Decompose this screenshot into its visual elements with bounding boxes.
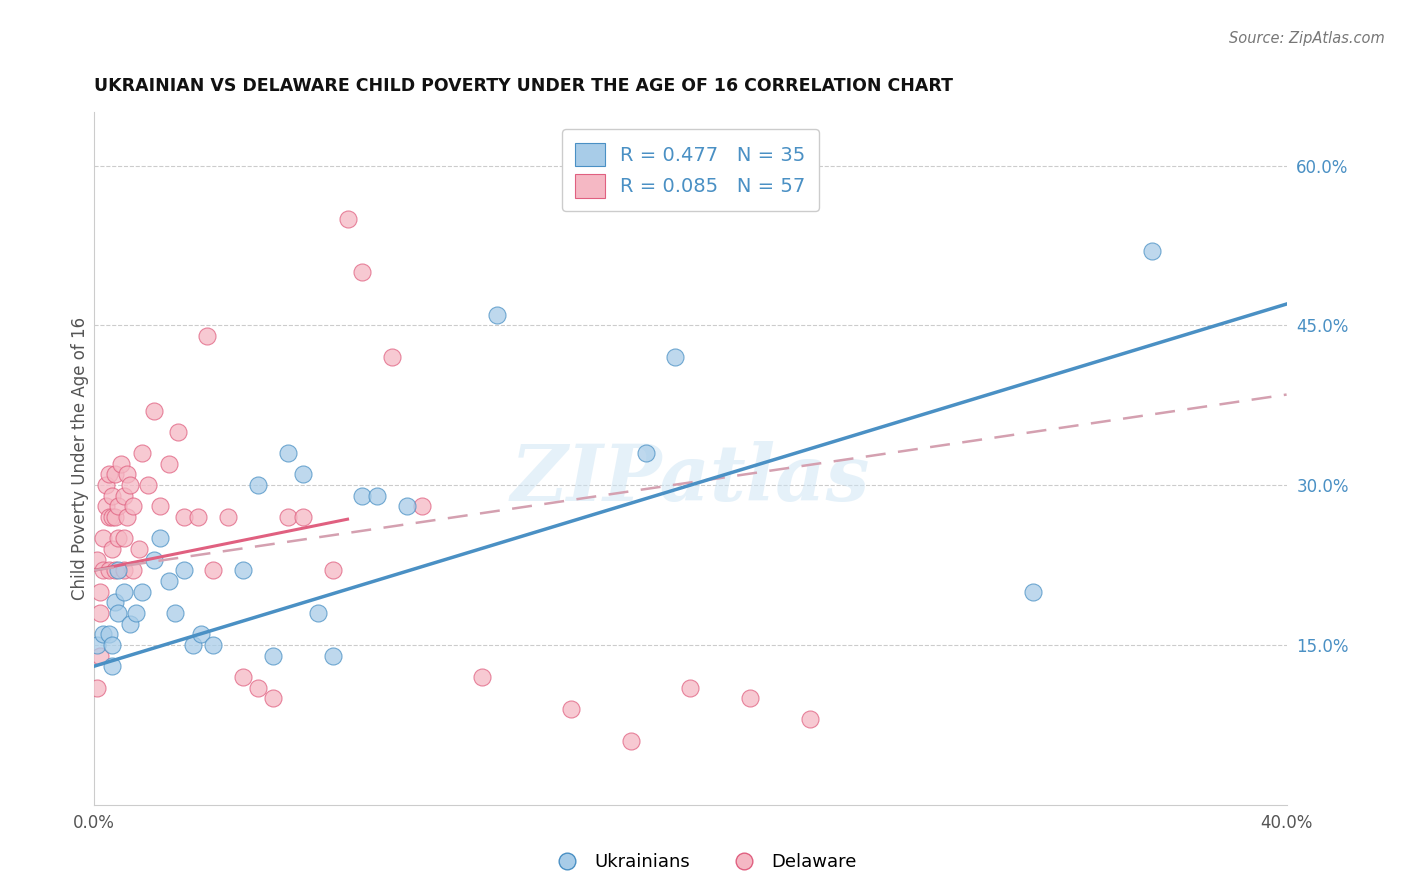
Ukrainians [149, 532, 172, 546]
Text: Source: ZipAtlas.com: Source: ZipAtlas.com [1229, 31, 1385, 46]
Delaware [232, 670, 254, 684]
Delaware [352, 265, 374, 279]
Delaware [122, 500, 145, 514]
Delaware [738, 691, 761, 706]
Delaware [98, 510, 121, 524]
Delaware [91, 532, 114, 546]
Ukrainians [181, 638, 204, 652]
Ukrainians [664, 351, 686, 365]
Ukrainians [202, 638, 225, 652]
Delaware [89, 648, 111, 663]
Ukrainians [173, 563, 195, 577]
Ukrainians [262, 648, 284, 663]
Delaware [101, 541, 124, 556]
Delaware [336, 211, 359, 226]
Ukrainians [91, 627, 114, 641]
Delaware [187, 510, 209, 524]
Ukrainians [125, 606, 148, 620]
Ukrainians [291, 467, 314, 482]
Delaware [89, 606, 111, 620]
Delaware [277, 510, 299, 524]
Ukrainians [107, 606, 129, 620]
Ukrainians [322, 648, 344, 663]
Delaware [620, 733, 643, 747]
Delaware [86, 681, 108, 695]
Delaware [110, 457, 132, 471]
Ukrainians [101, 659, 124, 673]
Text: ZIPatlas: ZIPatlas [510, 441, 870, 517]
Delaware [471, 670, 494, 684]
Ukrainians [157, 574, 180, 588]
Ukrainians [307, 606, 329, 620]
Delaware [89, 584, 111, 599]
Ukrainians [101, 638, 124, 652]
Delaware [107, 532, 129, 546]
Ukrainians [142, 552, 165, 566]
Delaware [98, 563, 121, 577]
Ukrainians [190, 627, 212, 641]
Delaware [173, 510, 195, 524]
Delaware [101, 489, 124, 503]
Ukrainians [107, 563, 129, 577]
Ukrainians [118, 616, 141, 631]
Delaware [112, 532, 135, 546]
Ukrainians [232, 563, 254, 577]
Text: UKRAINIAN VS DELAWARE CHILD POVERTY UNDER THE AGE OF 16 CORRELATION CHART: UKRAINIAN VS DELAWARE CHILD POVERTY UNDE… [94, 78, 953, 95]
Ukrainians [86, 638, 108, 652]
Delaware [91, 563, 114, 577]
Delaware [131, 446, 153, 460]
Delaware [411, 500, 433, 514]
Ukrainians [98, 627, 121, 641]
Ukrainians [352, 489, 374, 503]
Delaware [94, 478, 117, 492]
Delaware [122, 563, 145, 577]
Ukrainians [277, 446, 299, 460]
Delaware [115, 467, 138, 482]
Delaware [291, 510, 314, 524]
Delaware [799, 713, 821, 727]
Delaware [247, 681, 270, 695]
Delaware [115, 510, 138, 524]
Delaware [118, 478, 141, 492]
Ukrainians [1022, 584, 1045, 599]
Delaware [94, 500, 117, 514]
Delaware [128, 541, 150, 556]
Delaware [679, 681, 702, 695]
Ukrainians [131, 584, 153, 599]
Delaware [202, 563, 225, 577]
Delaware [197, 329, 219, 343]
Ukrainians [1142, 244, 1164, 258]
Ukrainians [634, 446, 657, 460]
Ukrainians [366, 489, 388, 503]
Ukrainians [485, 308, 508, 322]
Ukrainians [112, 584, 135, 599]
Ukrainians [163, 606, 186, 620]
Delaware [166, 425, 188, 439]
Delaware [142, 403, 165, 417]
Delaware [104, 563, 127, 577]
Ukrainians [396, 500, 419, 514]
Y-axis label: Child Poverty Under the Age of 16: Child Poverty Under the Age of 16 [72, 317, 89, 600]
Delaware [104, 510, 127, 524]
Delaware [149, 500, 172, 514]
Legend: Ukrainians, Delaware: Ukrainians, Delaware [543, 847, 863, 879]
Ukrainians [104, 595, 127, 609]
Ukrainians [247, 478, 270, 492]
Delaware [322, 563, 344, 577]
Delaware [98, 467, 121, 482]
Delaware [112, 563, 135, 577]
Delaware [381, 351, 404, 365]
Delaware [104, 467, 127, 482]
Delaware [136, 478, 159, 492]
Delaware [217, 510, 239, 524]
Delaware [157, 457, 180, 471]
Legend: R = 0.477   N = 35, R = 0.085   N = 57: R = 0.477 N = 35, R = 0.085 N = 57 [562, 129, 818, 211]
Delaware [560, 702, 582, 716]
Delaware [112, 489, 135, 503]
Delaware [101, 510, 124, 524]
Delaware [107, 500, 129, 514]
Delaware [262, 691, 284, 706]
Delaware [86, 552, 108, 566]
